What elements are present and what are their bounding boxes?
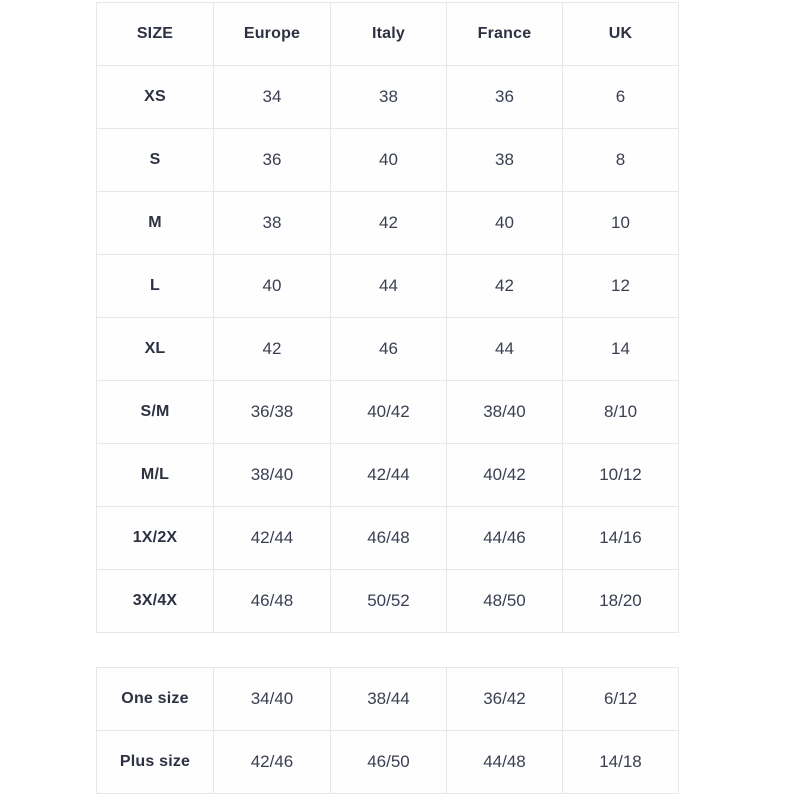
- cell-europe: 36/38: [213, 380, 331, 444]
- size-conversion-table: SIZE Europe Italy France UK XS 34 38 36 …: [96, 2, 679, 633]
- table-row: M 38 42 40 10: [96, 191, 679, 255]
- cell-uk: 14: [562, 317, 679, 381]
- cell-france: 36: [446, 65, 563, 129]
- cell-europe: 46/48: [213, 569, 331, 633]
- cell-uk: 10: [562, 191, 679, 255]
- cell-uk: 6/12: [562, 667, 679, 731]
- cell-europe: 42: [213, 317, 331, 381]
- cell-europe: 34: [213, 65, 331, 129]
- cell-france: 44: [446, 317, 563, 381]
- cell-italy: 42: [330, 191, 447, 255]
- one-size-conversion-table: One size 34/40 38/44 36/42 6/12 Plus siz…: [96, 667, 679, 794]
- table-row: L 40 44 42 12: [96, 254, 679, 318]
- cell-france: 44/46: [446, 506, 563, 570]
- cell-europe: 38: [213, 191, 331, 255]
- cell-italy: 46/50: [330, 730, 447, 794]
- cell-size: L: [96, 254, 214, 318]
- cell-france: 44/48: [446, 730, 563, 794]
- cell-italy: 40/42: [330, 380, 447, 444]
- column-header-size: SIZE: [96, 2, 214, 66]
- table-header: SIZE Europe Italy France UK: [96, 2, 679, 66]
- cell-uk: 12: [562, 254, 679, 318]
- cell-europe: 34/40: [213, 667, 331, 731]
- table-row: Plus size 42/46 46/50 44/48 14/18: [96, 730, 679, 794]
- cell-france: 40/42: [446, 443, 563, 507]
- cell-uk: 8/10: [562, 380, 679, 444]
- cell-italy: 46: [330, 317, 447, 381]
- cell-size: 3X/4X: [96, 569, 214, 633]
- cell-france: 38: [446, 128, 563, 192]
- cell-size: M: [96, 191, 214, 255]
- column-header-italy: Italy: [330, 2, 447, 66]
- cell-size: XS: [96, 65, 214, 129]
- cell-europe: 42/46: [213, 730, 331, 794]
- cell-uk: 10/12: [562, 443, 679, 507]
- cell-france: 48/50: [446, 569, 563, 633]
- cell-europe: 42/44: [213, 506, 331, 570]
- cell-france: 36/42: [446, 667, 563, 731]
- cell-uk: 14/16: [562, 506, 679, 570]
- table-header-row: SIZE Europe Italy France UK: [96, 2, 679, 66]
- cell-uk: 8: [562, 128, 679, 192]
- table-row: S 36 40 38 8: [96, 128, 679, 192]
- table-body: XS 34 38 36 6 S 36 40 38 8 M 38 42 40 10: [96, 65, 679, 633]
- cell-france: 42: [446, 254, 563, 318]
- cell-size: One size: [96, 667, 214, 731]
- column-header-uk: UK: [562, 2, 679, 66]
- cell-italy: 40: [330, 128, 447, 192]
- table-row: S/M 36/38 40/42 38/40 8/10: [96, 380, 679, 444]
- column-header-europe: Europe: [213, 2, 331, 66]
- cell-size: S/M: [96, 380, 214, 444]
- cell-uk: 6: [562, 65, 679, 129]
- cell-size: Plus size: [96, 730, 214, 794]
- table-row: 1X/2X 42/44 46/48 44/46 14/16: [96, 506, 679, 570]
- cell-europe: 36: [213, 128, 331, 192]
- cell-france: 40: [446, 191, 563, 255]
- table-body: One size 34/40 38/44 36/42 6/12 Plus siz…: [96, 667, 679, 794]
- table-row: XL 42 46 44 14: [96, 317, 679, 381]
- cell-france: 38/40: [446, 380, 563, 444]
- cell-size: XL: [96, 317, 214, 381]
- cell-italy: 38/44: [330, 667, 447, 731]
- cell-italy: 42/44: [330, 443, 447, 507]
- cell-size: S: [96, 128, 214, 192]
- cell-uk: 14/18: [562, 730, 679, 794]
- cell-europe: 38/40: [213, 443, 331, 507]
- table-row: M/L 38/40 42/44 40/42 10/12: [96, 443, 679, 507]
- table-row: XS 34 38 36 6: [96, 65, 679, 129]
- column-header-france: France: [446, 2, 563, 66]
- cell-italy: 38: [330, 65, 447, 129]
- table-row: 3X/4X 46/48 50/52 48/50 18/20: [96, 569, 679, 633]
- table-row: One size 34/40 38/44 36/42 6/12: [96, 667, 679, 731]
- cell-size: 1X/2X: [96, 506, 214, 570]
- cell-italy: 44: [330, 254, 447, 318]
- cell-uk: 18/20: [562, 569, 679, 633]
- cell-europe: 40: [213, 254, 331, 318]
- cell-italy: 46/48: [330, 506, 447, 570]
- cell-italy: 50/52: [330, 569, 447, 633]
- cell-size: M/L: [96, 443, 214, 507]
